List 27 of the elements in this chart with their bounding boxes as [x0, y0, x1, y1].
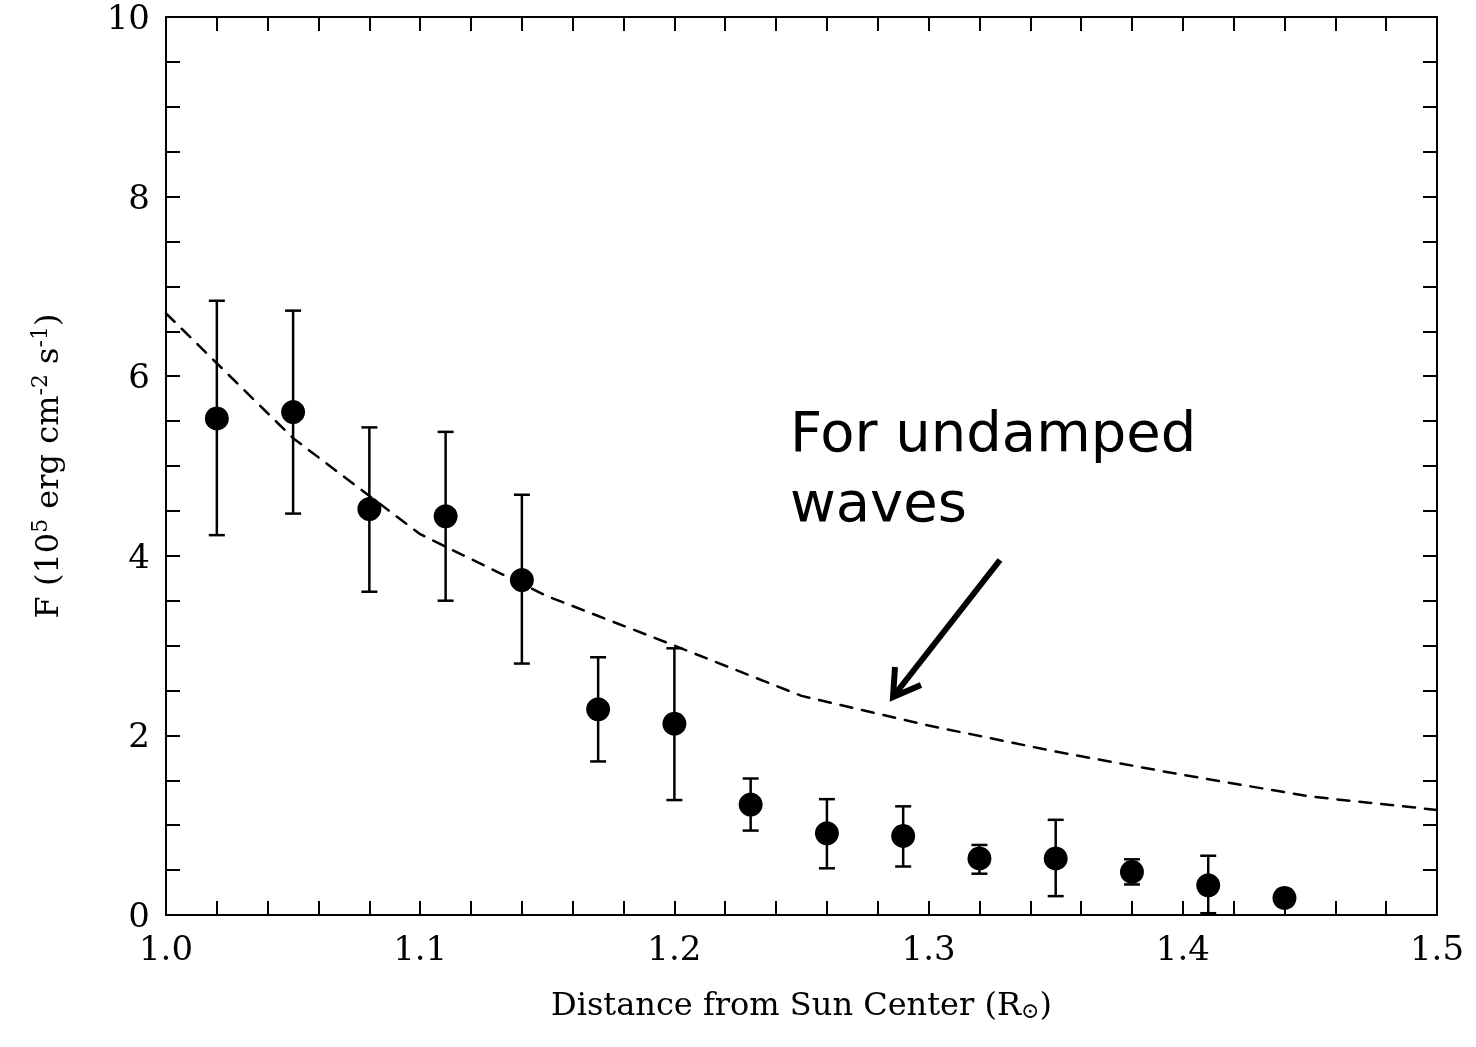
x-tick-label: 1.3 [901, 928, 956, 968]
point [1272, 885, 1297, 910]
point [891, 823, 916, 848]
point [662, 711, 687, 736]
point [1043, 846, 1068, 871]
point [586, 697, 611, 722]
point [204, 406, 229, 431]
x-tick-label: 1.4 [1155, 928, 1210, 968]
annotation: For undamped waves [790, 398, 1197, 536]
point [967, 846, 992, 871]
x-tick-label: 1.1 [393, 928, 448, 968]
y-tick-label: 6 [128, 356, 150, 397]
x-axis-title: Distance from Sun Center (R⊙) [551, 985, 1052, 1023]
point [814, 821, 839, 846]
point [433, 504, 458, 529]
x-tick-label: 1.2 [647, 928, 702, 968]
point [357, 497, 382, 522]
point [738, 792, 763, 817]
y-tick-label: 8 [128, 176, 150, 217]
y-tick-label: 2 [128, 715, 150, 756]
y-axis-title: F (105 erg cm-2 s-1) [26, 313, 66, 619]
y-tick-label: 10 [106, 0, 150, 37]
y-tick-label: 4 [128, 535, 150, 576]
point [509, 568, 534, 593]
point [281, 400, 306, 425]
x-tick-label: 1.5 [1409, 928, 1465, 968]
point [1196, 873, 1221, 898]
